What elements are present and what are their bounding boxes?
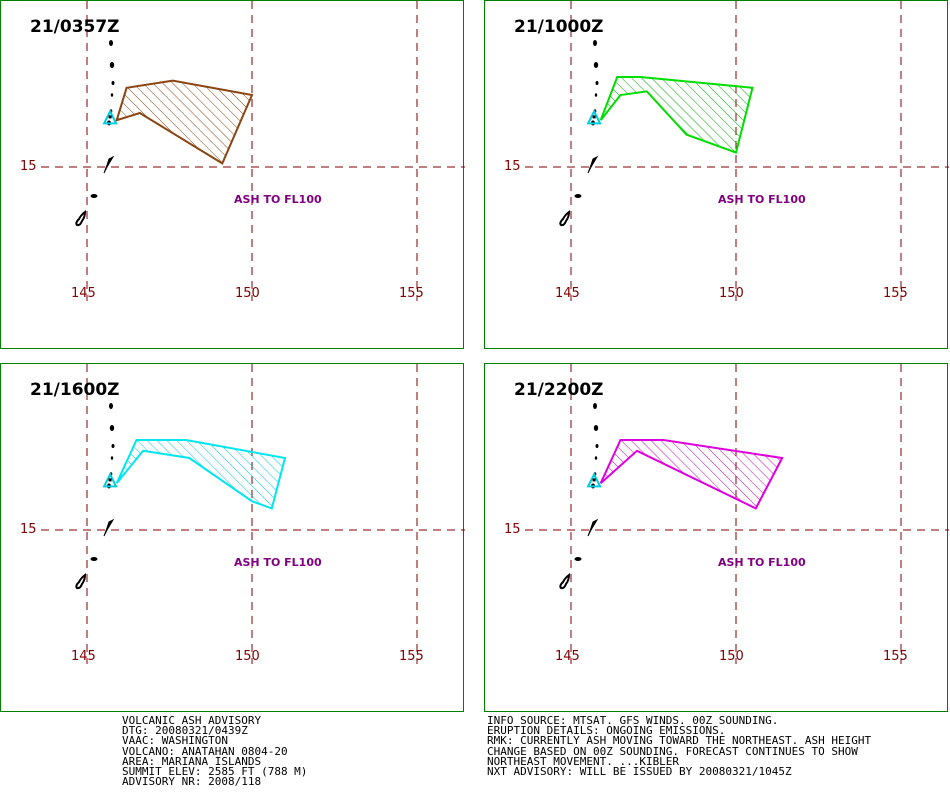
advisory-line: ADVISORY NR: 2008/118 [122, 775, 262, 789]
island-shape [109, 425, 115, 431]
lon-tick-155: 155 [399, 286, 424, 301]
lon-tick-155: 155 [883, 286, 908, 301]
island-shape [110, 93, 114, 97]
island-shape [595, 444, 599, 448]
volcano-marker [102, 109, 118, 125]
map-panel-1600z: 21/1600Z ASH TO FL100 145 150 155 15 [0, 363, 465, 712]
panel-time-label: 21/1000Z [514, 17, 604, 37]
island-shape [574, 194, 582, 198]
advisory-line: RMK: CURRENTLY ASH MOVING TOWARD THE NOR… [487, 734, 872, 748]
advisory-line: DTG: 20080321/0439Z [122, 724, 248, 738]
lon-tick-145: 145 [71, 649, 96, 664]
ash-cloud-polygon [115, 439, 287, 510]
map-canvas [525, 364, 949, 664]
lat-tick-15: 15 [20, 159, 37, 174]
advisory-details-text: INFO SOURCE: MTSAT. GFS WINDS. 00Z SOUND… [487, 714, 872, 779]
advisory-line: ERUPTION DETAILS: ONGOING EMISSIONS. [487, 724, 726, 738]
ash-cloud-polygon [115, 79, 254, 165]
advisory-line: VAAC: WASHINGTON [122, 734, 228, 748]
volcano-summit [592, 115, 596, 119]
advisory-line: AREA: MARIANA ISLANDS [122, 754, 262, 768]
panel-time-label: 21/0357Z [30, 17, 120, 37]
advisory-line: INFO SOURCE: MTSAT. GFS WINDS. 00Z SOUND… [487, 714, 779, 727]
lat-tick-15: 15 [504, 159, 521, 174]
island-shape [111, 444, 115, 448]
island-shape [109, 62, 115, 68]
island-shape [75, 572, 87, 590]
ash-height-label: ASH TO FL100 [718, 556, 806, 569]
island-shape [90, 557, 98, 561]
lon-tick-145: 145 [555, 649, 580, 664]
island-shape [593, 40, 597, 46]
island-shape [109, 403, 113, 409]
volcano-summit [108, 115, 112, 119]
advisory-line: VOLCANIC ASH ADVISORY [122, 714, 262, 727]
island-shape [594, 93, 598, 97]
panel-time-label: 21/1600Z [30, 380, 120, 400]
island-shape [587, 518, 599, 537]
island-shape [111, 81, 115, 85]
island-shape [595, 81, 599, 85]
volcano-marker [586, 472, 602, 488]
island-shape [110, 456, 114, 460]
volcano-summit [592, 478, 596, 482]
panel-time-label: 21/2200Z [514, 380, 604, 400]
advisory-line: VOLCANO: ANATAHAN 0804-20 [122, 744, 288, 758]
island-shape [109, 40, 113, 46]
island-shape [593, 425, 599, 431]
map-panel-2200z: 21/2200Z ASH TO FL100 145 150 155 15 [484, 363, 949, 712]
advisory-line: SUMMIT ELEV: 2585 FT (788 M) [122, 765, 308, 779]
advisory-line: NORTHEAST MOVEMENT. ...KIBLER [487, 754, 680, 768]
map-panel-1000z: 21/1000Z ASH TO FL100 145 150 155 15 [484, 0, 949, 349]
island-shape [90, 194, 98, 198]
island-shape [103, 518, 115, 537]
lon-tick-150: 150 [235, 649, 260, 664]
map-panel-0357z: 21/0357Z ASH TO FL100 145 150 155 15 [0, 0, 465, 349]
map-canvas [41, 364, 465, 664]
lon-tick-145: 145 [555, 286, 580, 301]
ash-height-label: ASH TO FL100 [234, 556, 322, 569]
ash-height-label: ASH TO FL100 [234, 193, 322, 206]
ash-cloud-polygon [599, 76, 754, 154]
lat-tick-15: 15 [20, 522, 37, 537]
volcano-marker [102, 472, 118, 488]
lon-tick-150: 150 [719, 286, 744, 301]
volcano-marker [586, 109, 602, 125]
lon-tick-150: 150 [719, 649, 744, 664]
ash-height-label: ASH TO FL100 [718, 193, 806, 206]
island-shape [103, 155, 115, 174]
lat-tick-15: 15 [504, 522, 521, 537]
advisory-header-text: VOLCANIC ASH ADVISORY DTG: 20080321/0439… [122, 714, 308, 789]
island-shape [559, 572, 571, 590]
island-shape [594, 456, 598, 460]
map-canvas [41, 1, 465, 301]
volcano-summit [108, 478, 112, 482]
island-shape [559, 209, 571, 227]
island-shape [587, 155, 599, 174]
advisory-line: CHANGE BASED ON 00Z SOUNDING. FORECAST C… [487, 744, 858, 758]
island-shape [75, 209, 87, 227]
lon-tick-155: 155 [883, 649, 908, 664]
lon-tick-155: 155 [399, 649, 424, 664]
lon-tick-150: 150 [235, 286, 260, 301]
ash-cloud-polygon [599, 439, 784, 510]
lon-tick-145: 145 [71, 286, 96, 301]
map-canvas [525, 1, 949, 301]
island-shape [574, 557, 582, 561]
island-shape [593, 62, 599, 68]
island-shape [593, 403, 597, 409]
advisory-line: NXT ADVISORY: WILL BE ISSUED BY 20080321… [487, 765, 792, 779]
